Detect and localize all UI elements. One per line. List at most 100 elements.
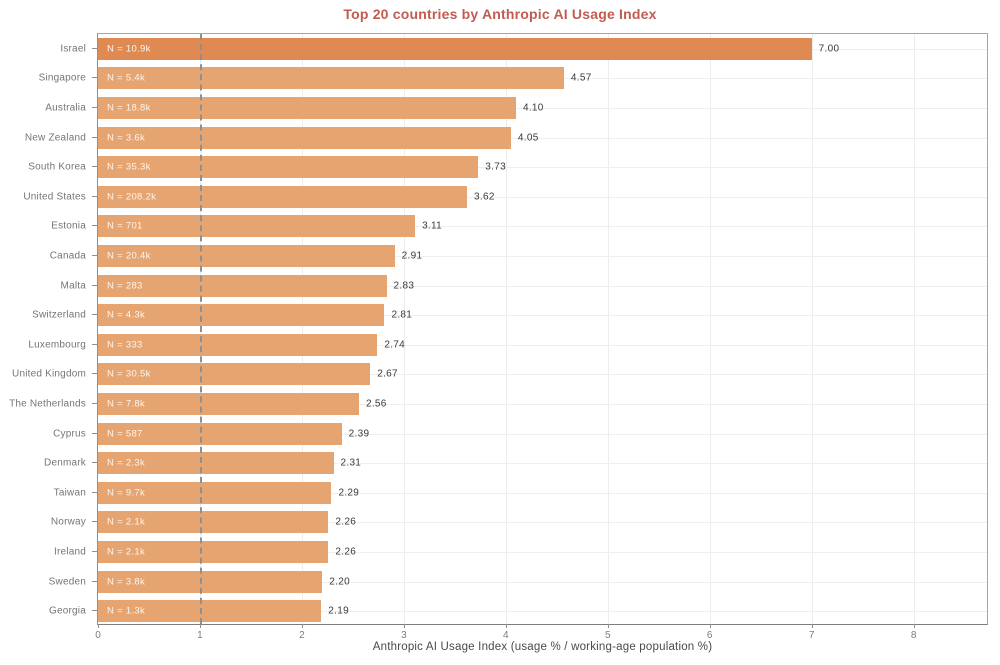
- sample-size-label: N = 208.2k: [107, 191, 157, 203]
- y-tick-mark: [92, 195, 97, 197]
- sample-size-label: N = 587: [107, 428, 143, 440]
- y-tick-mark: [92, 225, 97, 227]
- bar-row: Ireland N = 2.1k 2.26: [54, 537, 987, 567]
- country-label: Cyprus: [53, 428, 86, 440]
- bar-row: Denmark N = 2.3k 2.31: [44, 448, 987, 478]
- sample-size-label: N = 20.4k: [107, 250, 151, 262]
- bar-row: Georgia N = 1.3k 2.19: [49, 596, 987, 626]
- bar-row: Cyprus N = 587 2.39: [53, 419, 987, 449]
- vertical-gridline: [607, 34, 609, 624]
- country-label: Estonia: [51, 220, 86, 232]
- horizontal-gridline: [98, 255, 987, 257]
- country-label: Taiwan: [53, 487, 86, 499]
- value-label: 2.20: [329, 576, 350, 588]
- horizontal-gridline: [98, 285, 987, 287]
- value-label: 2.81: [391, 309, 413, 321]
- y-tick-mark: [92, 402, 97, 404]
- bar-row: The Netherlands N = 7.8k 2.56: [9, 389, 987, 419]
- sample-size-label: N = 701: [107, 220, 143, 232]
- bar: [98, 67, 564, 90]
- x-tick-label: 0: [95, 630, 101, 641]
- x-tick-label: 5: [604, 630, 611, 641]
- x-tick-label: 4: [503, 630, 509, 641]
- country-label: Norway: [50, 516, 86, 528]
- x-tick-mark: [709, 624, 711, 628]
- bar: [98, 540, 329, 563]
- x-tick-mark: [505, 624, 507, 628]
- country-label: Australia: [45, 102, 86, 114]
- horizontal-gridline: [98, 522, 987, 524]
- bar-row: Norway N = 2.1k 2.26: [51, 508, 987, 538]
- bar: [98, 600, 322, 623]
- bar-row: Singapore N = 5.4k 4.57: [39, 64, 987, 94]
- y-tick-mark: [92, 136, 97, 138]
- country-label: United Kingdom: [12, 368, 86, 380]
- x-tick-label: 1: [197, 630, 203, 641]
- x-tick-mark: [913, 624, 915, 628]
- value-label: 2.67: [377, 368, 398, 380]
- value-label: 2.31: [340, 457, 362, 469]
- bar: [98, 481, 332, 504]
- sample-size-label: N = 18.8k: [107, 102, 151, 114]
- horizontal-gridline: [98, 167, 987, 169]
- sample-size-label: N = 2.1k: [107, 546, 146, 558]
- horizontal-gridline: [98, 374, 987, 376]
- y-tick-mark: [92, 254, 97, 256]
- sample-size-label: N = 9.7k: [107, 487, 146, 499]
- bar-row: United States N = 208.2k 3.62: [23, 182, 987, 212]
- bar: [98, 215, 416, 238]
- y-tick-mark: [92, 462, 97, 464]
- y-tick-mark: [92, 314, 97, 316]
- sample-size-label: N = 2.1k: [107, 516, 146, 528]
- horizontal-gridline: [98, 551, 987, 553]
- bar-row: Sweden N = 3.8k 2.20: [49, 567, 987, 597]
- horizontal-gridline: [98, 611, 987, 613]
- country-label: Israel: [60, 43, 86, 55]
- country-label: Denmark: [44, 457, 86, 469]
- value-label: 2.83: [393, 280, 415, 292]
- bar-row: Israel N = 10.9k 7.00: [60, 34, 987, 64]
- x-tick-label: 8: [910, 630, 917, 641]
- bar: [98, 570, 323, 593]
- reference-line: [199, 34, 202, 624]
- value-label: 3.62: [474, 191, 495, 203]
- bar: [98, 511, 329, 534]
- bar: [98, 96, 516, 119]
- bar: [98, 422, 342, 445]
- country-label: New Zealand: [24, 132, 86, 144]
- country-label: South Korea: [28, 161, 86, 173]
- bar: [98, 392, 359, 415]
- vertical-gridline: [709, 34, 711, 624]
- bar: [98, 244, 395, 267]
- horizontal-gridline: [98, 315, 987, 317]
- horizontal-gridline: [98, 581, 987, 583]
- x-tick-mark: [98, 624, 99, 628]
- bar: [98, 185, 468, 208]
- x-axis-label: Anthropic AI Usage Index (usage % / work…: [372, 641, 713, 653]
- y-tick-mark: [92, 550, 97, 552]
- chart-title: Top 20 countries by Anthropic AI Usage I…: [343, 6, 657, 22]
- bar: [98, 304, 385, 327]
- country-label: United States: [23, 191, 86, 203]
- bar-row: Canada N = 20.4k 2.91: [50, 241, 987, 271]
- x-tick-mark: [199, 624, 201, 628]
- sample-size-label: N = 283: [107, 280, 143, 292]
- bar-row: New Zealand N = 3.6k 4.05: [25, 123, 987, 153]
- y-tick-mark: [92, 284, 97, 286]
- value-label: 2.39: [348, 428, 370, 440]
- x-tick-label: 2: [299, 630, 305, 641]
- bar: [98, 156, 479, 179]
- x-tick-mark: [403, 624, 405, 628]
- x-tick-mark: [301, 624, 303, 628]
- country-label: Georgia: [49, 605, 86, 617]
- country-label: Ireland: [54, 546, 86, 558]
- value-label: 2.26: [335, 546, 357, 558]
- value-label: 7.00: [818, 43, 840, 55]
- bar-row: Australia N = 18.8k 4.10: [45, 93, 987, 123]
- sample-size-label: N = 3.6k: [107, 132, 146, 144]
- bar: [98, 126, 511, 149]
- bar: [98, 452, 334, 475]
- x-tick-label: 3: [401, 630, 407, 641]
- value-label: 4.05: [517, 132, 539, 144]
- sample-size-label: N = 2.3k: [107, 457, 146, 469]
